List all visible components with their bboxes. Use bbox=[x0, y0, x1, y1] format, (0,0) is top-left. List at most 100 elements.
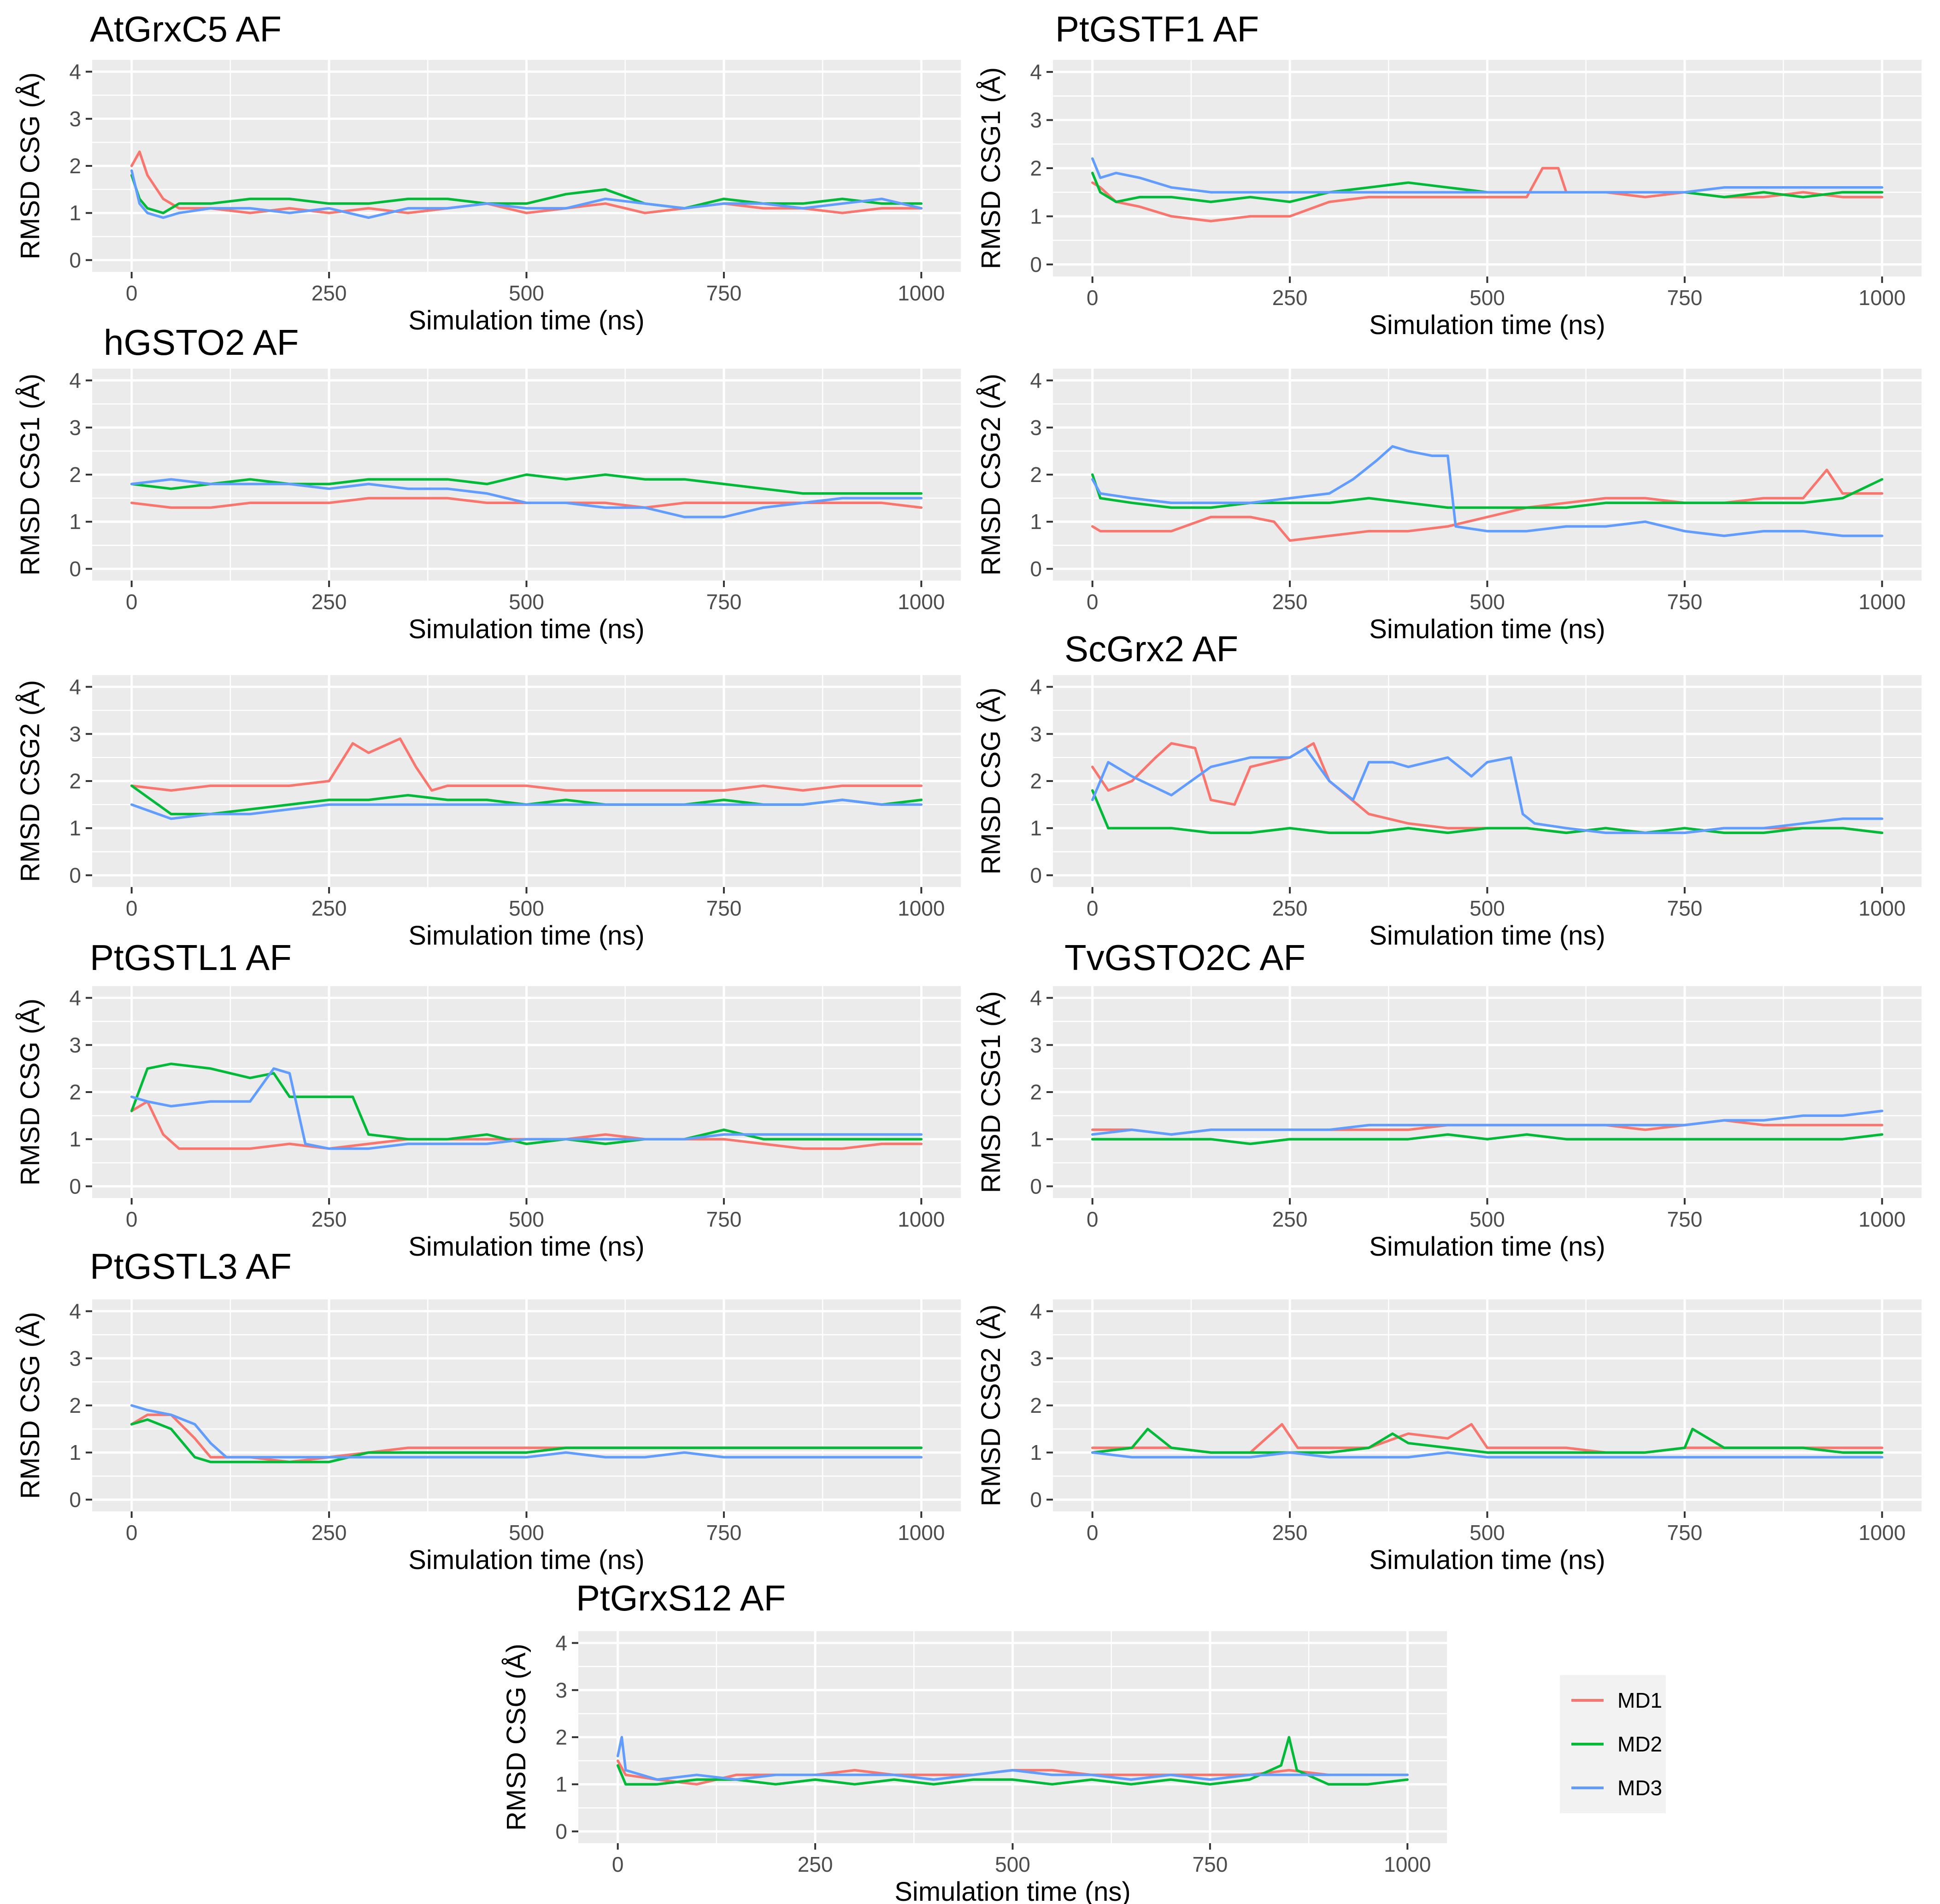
series-line-md3 bbox=[1091, 1110, 1884, 1136]
x-axis-title: Simulation time (ns) bbox=[408, 1545, 644, 1575]
y-tick-label: 4 bbox=[1030, 1299, 1042, 1323]
chart-panel-8: 0 250 500 750 1000 0 1 2 3 4 Simulation time (ns) R… bbox=[976, 937, 1922, 1262]
series-line-md3 bbox=[1091, 1451, 1884, 1459]
legend-label-md2: MD2 bbox=[1617, 1732, 1662, 1756]
chart-panel-11: 0 250 500 750 1000 0 1 2 3 4 Simulation time (ns) R… bbox=[501, 1578, 1447, 1904]
x-tick-label: 1000 bbox=[898, 590, 945, 614]
x-tick-label: 1000 bbox=[898, 1207, 945, 1231]
y-tick-label: 2 bbox=[555, 1725, 567, 1749]
x-tick-label: 1000 bbox=[898, 281, 945, 305]
chart-panel-7: 0 250 500 750 1000 0 1 2 3 4 Simulation time (ns) R… bbox=[15, 937, 961, 1262]
chart-panel-9: 0 250 500 750 1000 0 1 2 3 4 Simulation time (ns) R… bbox=[15, 1246, 961, 1575]
x-tick-label: 500 bbox=[1470, 896, 1505, 920]
x-axis-title: Simulation time (ns) bbox=[1369, 310, 1605, 340]
y-axis-title: RMSD CSG1 (Å) bbox=[976, 991, 1006, 1193]
x-tick-label: 250 bbox=[1272, 896, 1308, 920]
y-tick-label: 3 bbox=[69, 416, 81, 440]
x-axis-title: Simulation time (ns) bbox=[1369, 921, 1605, 951]
y-axis-title: RMSD CSG2 (Å) bbox=[15, 680, 45, 882]
y-tick-label: 3 bbox=[1030, 722, 1042, 746]
y-tick-label: 1 bbox=[1030, 1127, 1042, 1151]
y-tick-label: 4 bbox=[69, 369, 81, 393]
y-axis-title: RMSD CSG (Å) bbox=[15, 999, 45, 1186]
x-tick-label: 500 bbox=[509, 1521, 544, 1545]
series-line-md3 bbox=[1091, 445, 1884, 537]
x-tick-label: 0 bbox=[1087, 286, 1099, 310]
series-line-md3 bbox=[130, 169, 923, 219]
y-axis-title: RMSD CSG2 (Å) bbox=[976, 1305, 1006, 1506]
y-tick-label: 2 bbox=[69, 1080, 81, 1104]
y-tick-label: 0 bbox=[69, 1487, 81, 1511]
series-line-md1 bbox=[1091, 469, 1884, 542]
y-tick-label: 0 bbox=[555, 1819, 567, 1843]
x-tick-label: 500 bbox=[1470, 1521, 1505, 1545]
y-tick-label: 3 bbox=[1030, 1346, 1042, 1370]
y-tick-label: 4 bbox=[555, 1631, 567, 1655]
x-tick-label: 500 bbox=[509, 590, 544, 614]
x-tick-label: 250 bbox=[1272, 590, 1308, 614]
y-tick-label: 4 bbox=[1030, 60, 1042, 84]
x-tick-label: 0 bbox=[1087, 1207, 1099, 1231]
x-tick-label: 750 bbox=[1667, 1207, 1703, 1231]
x-tick-label: 750 bbox=[706, 1521, 742, 1545]
y-tick-label: 3 bbox=[69, 722, 81, 746]
series-line-md3 bbox=[616, 1736, 1409, 1781]
x-tick-label: 750 bbox=[706, 896, 742, 920]
series-line-md1 bbox=[130, 1100, 923, 1150]
series-line-md2 bbox=[1091, 1428, 1884, 1454]
x-tick-label: 0 bbox=[126, 1521, 138, 1545]
y-tick-label: 4 bbox=[69, 1299, 81, 1323]
panel-title: PtGSTF1 AF bbox=[1055, 9, 1259, 49]
x-tick-label: 250 bbox=[1272, 1521, 1308, 1545]
y-tick-label: 0 bbox=[1030, 557, 1042, 581]
chart-panel-4: 0 250 500 750 1000 0 1 2 3 4 Simulation time (ns) R… bbox=[976, 369, 1922, 644]
chart-panel-6: 0 250 500 750 1000 0 1 2 3 4 Simulation time (ns) R… bbox=[976, 629, 1922, 951]
series-line-md2 bbox=[1091, 171, 1884, 203]
x-tick-label: 1000 bbox=[898, 896, 945, 920]
chart-panel-1: 0 250 500 750 1000 0 1 2 3 4 Simulation time (ns) R… bbox=[15, 9, 961, 335]
y-axis-title: RMSD CSG (Å) bbox=[15, 1312, 45, 1499]
y-axis-title: RMSD CSG1 (Å) bbox=[976, 67, 1006, 269]
y-tick-label: 2 bbox=[1030, 1080, 1042, 1104]
y-tick-label: 2 bbox=[69, 154, 81, 178]
x-axis-title: Simulation time (ns) bbox=[408, 306, 644, 335]
x-axis-title: Simulation time (ns) bbox=[1369, 1545, 1605, 1575]
x-tick-label: 0 bbox=[126, 590, 138, 614]
y-tick-label: 1 bbox=[69, 816, 81, 840]
y-tick-label: 1 bbox=[69, 1440, 81, 1464]
x-tick-label: 250 bbox=[312, 281, 347, 305]
y-tick-label: 4 bbox=[1030, 675, 1042, 699]
y-tick-label: 4 bbox=[69, 60, 81, 84]
x-tick-label: 0 bbox=[126, 896, 138, 920]
x-tick-label: 1000 bbox=[1384, 1852, 1431, 1876]
y-tick-label: 2 bbox=[1030, 463, 1042, 487]
x-tick-label: 250 bbox=[1272, 286, 1308, 310]
y-tick-label: 2 bbox=[1030, 769, 1042, 793]
y-tick-label: 3 bbox=[69, 1033, 81, 1057]
y-tick-label: 4 bbox=[69, 986, 81, 1010]
x-tick-label: 1000 bbox=[1858, 286, 1905, 310]
y-tick-label: 3 bbox=[1030, 1033, 1042, 1057]
x-tick-label: 500 bbox=[509, 896, 544, 920]
series-line-md3 bbox=[1091, 746, 1884, 834]
series-line-md2 bbox=[130, 473, 923, 495]
chart-panel-10: 0 250 500 750 1000 0 1 2 3 4 Simulation time (ns) R… bbox=[976, 1299, 1922, 1575]
series-line-md3 bbox=[130, 1067, 923, 1150]
panel-title: PtGSTL3 AF bbox=[90, 1246, 292, 1287]
chart-panel-2: 0 250 500 750 1000 0 1 2 3 4 Simulation time (ns) R… bbox=[976, 9, 1922, 340]
x-tick-label: 250 bbox=[312, 590, 347, 614]
panel-title: PtGrxS12 AF bbox=[576, 1578, 786, 1618]
x-tick-label: 750 bbox=[1667, 896, 1703, 920]
panel-title: hGSTO2 AF bbox=[104, 322, 299, 363]
legend-label-md3: MD3 bbox=[1617, 1776, 1662, 1800]
legend: MD1 MD2 MD3 bbox=[1560, 1675, 1666, 1813]
series-line-md2 bbox=[130, 1418, 923, 1463]
panel-title: AtGrxC5 AF bbox=[90, 9, 282, 49]
y-axis-title: RMSD CSG1 (Å) bbox=[15, 374, 45, 576]
y-tick-label: 1 bbox=[1030, 204, 1042, 228]
x-tick-label: 500 bbox=[509, 1207, 544, 1231]
y-axis-title: RMSD CSG (Å) bbox=[501, 1644, 531, 1831]
y-tick-label: 0 bbox=[1030, 863, 1042, 887]
y-tick-label: 2 bbox=[69, 769, 81, 793]
series-line-md2 bbox=[1091, 473, 1884, 509]
